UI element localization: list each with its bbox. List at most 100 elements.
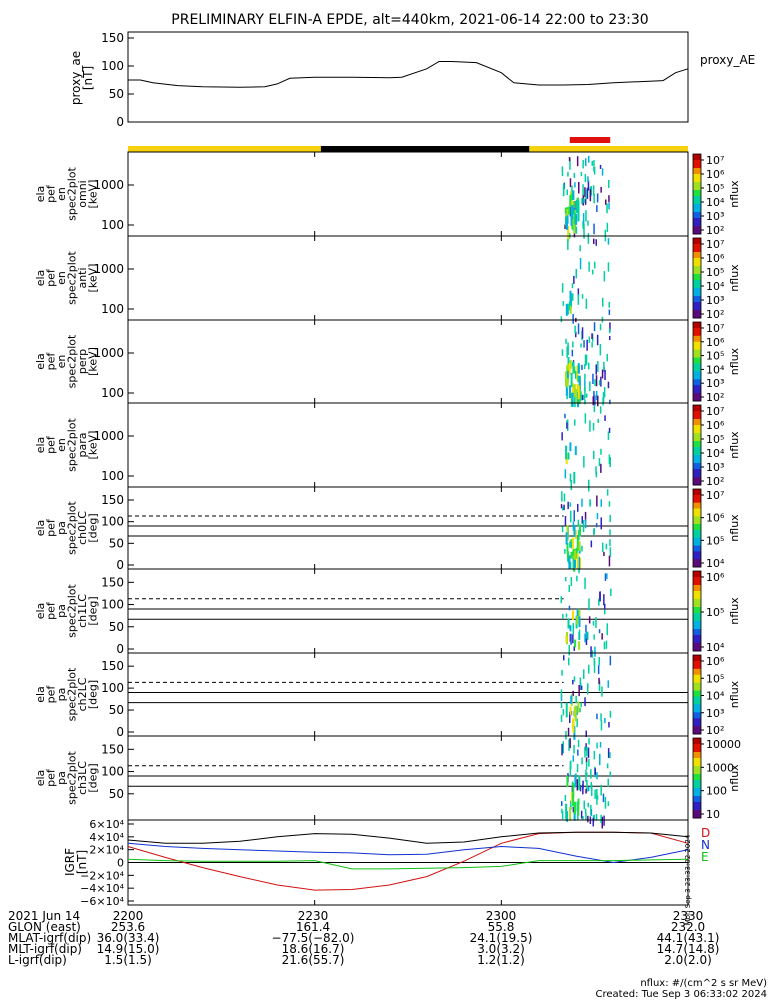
spec-ch3LC-colorbar-cell [693,746,701,749]
spec-para-ylabel: [keV] [87,431,100,460]
spec-anti-colorbar-cell [693,312,701,315]
spec-perp-colorbar-cell [693,369,701,372]
spec-ch1LC-colorbar-cell [693,633,701,636]
spec-ch1LC-colorbar-tick-label: 10⁴ [706,641,725,654]
igrf-legend-D: D [701,826,710,840]
spec-ch2LC-colorbar-cell [693,688,701,692]
spec-ch3LC-cell [566,775,569,787]
spec-omni-colorbar-cell [693,218,701,221]
spec-ch2LC-cell [572,718,575,733]
spec-perp-cell [592,396,594,406]
spec-ch3LC-colorbar-cell [693,810,701,813]
spec-ch3LC-cell [561,801,563,806]
spec-ch0LC-colorbar-cell [693,537,701,541]
spec-ch0LC-colorbar-cell [693,549,701,552]
spec-omni-colorbar-cell [693,184,701,187]
spec-ch2LC-colorbar-cell [693,662,701,666]
spec-ch3LC-ylabel: pa [55,771,68,785]
spec-ch1LC-cell [578,641,581,650]
spec-ch3LC-cell [586,746,588,757]
spec-ch2LC-cell [600,713,602,722]
footer-row-value: 2200 [113,909,144,923]
spec-ch3LC-cell [607,778,609,787]
spec-ch3LC-colorbar-cell [693,806,701,809]
spec-ch3LC-cell [585,761,588,770]
spec-omni-colorbar-cell [693,214,701,217]
spec-omni-colorbar-cell [693,228,701,231]
spec-anti-colorbar-cell [693,260,701,263]
spec-ch2LC-ylabel: ela [34,686,47,703]
spec-para-cell [567,419,569,431]
spec-anti-colorbar-tick-label: 10⁶ [706,252,725,265]
spec-para-colorbar-cell [693,405,701,408]
spec-ch0LC-colorbar-cell [693,561,701,564]
spec-ch3LC-cell [568,739,570,751]
spec-ch2LC-colorbar-cell [693,708,701,711]
footer-row-value: 3.0(3.2) [477,942,525,956]
igrf-ytick-label: 0 [117,857,124,870]
spec-perp-cell [564,371,567,384]
proxy-ae-ytick-label: 150 [101,31,124,45]
spec-ch0LC-colorbar-tick-label: 10⁷ [706,489,724,502]
spec-omni-cell [592,185,595,196]
spec-ch1LC-cell [568,585,570,592]
spec-ch0LC-colorbar-cell [693,510,701,513]
spec-para-ytick-label: 1000 [93,429,124,443]
spec-ch0LC-frame [127,486,689,570]
spec-ch0LC-cell [569,502,571,507]
spec-ch2LC-cell [587,683,589,695]
spec-ch2LC-cell [598,657,600,666]
igrf-series-line [127,831,689,844]
spec-perp-cell [606,353,608,362]
spec-para-colorbar-cell [693,479,701,482]
spec-omni-cell [573,209,576,225]
spec-ch2LC-colorbar-cell [693,674,701,678]
spec-ch1LC-cell [569,625,572,632]
spec-anti-cell [573,275,575,284]
spec-omni-colorbar-cell [693,206,701,209]
spec-ch2LC-cell [607,680,609,688]
spec-ch0LC-colorbar-cell [693,535,701,539]
spec-perp-cell [591,342,593,348]
spec-perp-colorbar-cell [693,387,701,390]
spec-para-cell [589,420,591,432]
spec-perp-cell [584,399,586,405]
spec-omni-ylabel: pef [45,184,58,203]
spec-omni-cell [606,222,609,232]
spec-ch2LC-cell [583,669,585,680]
spec-para-colorbar-cell [693,439,701,442]
spec-anti-cell [561,283,564,293]
spec-ch0LC-cell [584,511,587,522]
spec-ch2LC-cell [573,706,576,718]
spec-ch2LC-colorbar-tick-label: 10³ [706,707,724,720]
spec-para-colorbar-cell [693,433,701,436]
spec-perp-colorbar-cell [693,375,701,378]
spec-ch1LC-colorbar-cell [693,605,701,608]
spec-omni-colorbar-cell [693,220,701,223]
spec-ch2LC-cell [576,718,578,728]
spec-para-colorbar-cell [693,461,701,464]
spec-omni-cell [585,158,587,167]
spec-omni-colorbar-cell [693,204,701,207]
spec-ch1LC-cell [588,616,591,624]
spec-perp-colorbar-cell [693,353,701,357]
spec-perp-colorbar-frame [692,321,702,402]
spec-ch1LC-colorbar-cell [693,619,701,622]
spec-ch1LC-colorbar-cell [693,645,701,648]
spec-ch2LC-cell [573,676,576,682]
spec-perp-cell [603,361,605,370]
spec-ch0LC-cell [573,524,576,537]
spec-omni-frame [127,151,689,237]
spec-perp-cell [569,360,572,369]
spec-perp-cell [566,346,568,358]
footer-row-value: −77.5(−82.0) [272,931,355,945]
spec-omni-cell [608,180,610,188]
spec-omni-cell [568,206,571,215]
spec-perp-cell [576,365,579,381]
spec-anti-colorbar-cell [693,256,701,259]
spec-ch1LC-colorbar-cell [693,593,701,596]
spec-ch1LC-cell [595,617,597,628]
spec-para-cell [608,454,611,465]
spec-ch1LC-ylabel: pef [45,601,58,620]
spec-ch0LC-colorbar-cell [693,557,701,560]
